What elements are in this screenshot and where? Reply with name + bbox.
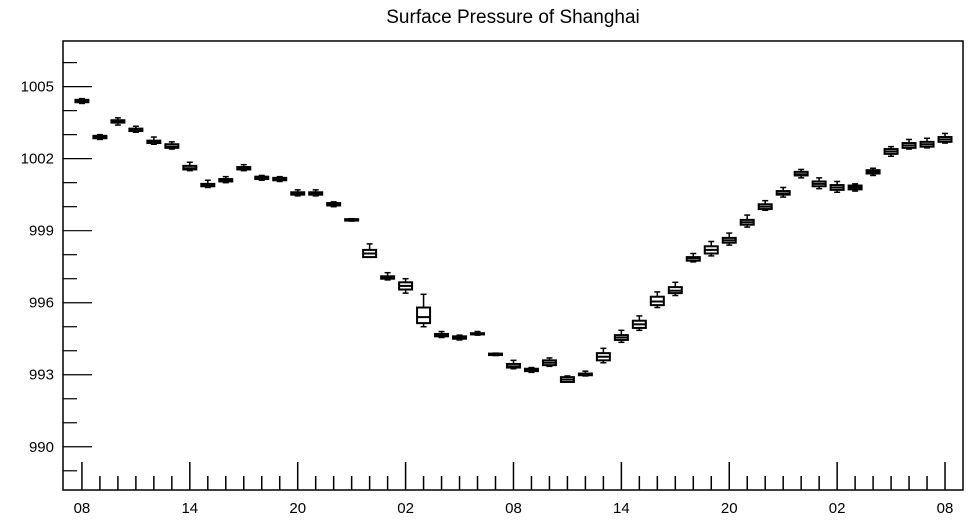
x-tick-label: 08 xyxy=(937,500,954,517)
box-plot xyxy=(829,180,845,194)
box-plot xyxy=(290,189,306,197)
box-plot xyxy=(452,334,468,341)
y-tick-label: 1002 xyxy=(21,151,54,168)
box-plot xyxy=(182,161,198,172)
y-tick-label: 1005 xyxy=(21,79,54,96)
box-plot xyxy=(523,366,539,374)
chart-title: Surface Pressure of Shanghai xyxy=(386,7,640,28)
box-plot xyxy=(559,375,575,383)
box-plot xyxy=(308,189,324,197)
x-tick-label: 08 xyxy=(505,500,522,517)
box-plot xyxy=(505,359,521,370)
box-plot xyxy=(847,183,863,192)
y-tick-label: 993 xyxy=(29,367,54,384)
box-plot xyxy=(721,232,737,246)
box-plot xyxy=(398,277,414,294)
box-plot xyxy=(146,136,162,145)
box-plot xyxy=(326,201,342,208)
y-tick-label: 999 xyxy=(29,223,54,240)
box-plot xyxy=(577,370,593,377)
box-plot xyxy=(793,168,809,179)
x-tick-label: 02 xyxy=(397,500,414,517)
box-plot xyxy=(757,199,773,212)
box-plot xyxy=(811,177,827,190)
x-tick-label: 08 xyxy=(74,500,91,517)
plot-frame xyxy=(62,40,964,491)
y-tick-label: 990 xyxy=(29,439,54,456)
box-plot xyxy=(883,145,899,158)
box-plot xyxy=(416,293,432,328)
box-plot xyxy=(649,291,665,309)
x-tick-label: 02 xyxy=(829,500,846,517)
box-plot xyxy=(362,243,378,259)
box-plot xyxy=(128,125,144,133)
box-series xyxy=(74,97,953,383)
box-plot xyxy=(200,179,216,189)
box-plot xyxy=(434,330,450,339)
box-plot xyxy=(92,133,108,141)
x-tick-label: 20 xyxy=(721,500,738,517)
box-plot xyxy=(470,330,486,336)
box-plot xyxy=(865,167,881,177)
x-tick-label: 20 xyxy=(289,500,306,517)
box-plot xyxy=(380,271,396,281)
y-axis: 990 993 996 999 1002 1005 xyxy=(21,62,92,472)
box-plot xyxy=(739,214,755,228)
y-tick-label: 996 xyxy=(29,295,54,312)
box-plot xyxy=(236,163,252,172)
box-body xyxy=(416,306,432,325)
box-plot xyxy=(631,315,647,332)
box-plot xyxy=(344,217,360,222)
x-tick-label: 14 xyxy=(181,500,198,517)
box-plot xyxy=(595,347,611,364)
box-plot xyxy=(667,281,683,297)
box-plot xyxy=(254,174,270,182)
box-plot xyxy=(703,240,719,257)
box-plot xyxy=(919,137,935,149)
box-plot xyxy=(613,329,629,344)
plot-border xyxy=(62,40,964,491)
box-plot xyxy=(110,117,126,126)
box-plot xyxy=(541,357,557,368)
box-plot xyxy=(775,186,791,198)
box-plot xyxy=(218,175,234,184)
box-plot xyxy=(685,252,701,263)
x-tick-label: 14 xyxy=(613,500,630,517)
box-plot xyxy=(487,352,503,357)
x-axis: 08 14 20 02 08 14 20 02 08 xyxy=(74,462,954,517)
box-plot xyxy=(937,132,953,144)
box-plot xyxy=(74,97,90,105)
box-plot xyxy=(901,138,917,150)
box-plot xyxy=(272,175,288,183)
box-plot xyxy=(164,141,180,150)
